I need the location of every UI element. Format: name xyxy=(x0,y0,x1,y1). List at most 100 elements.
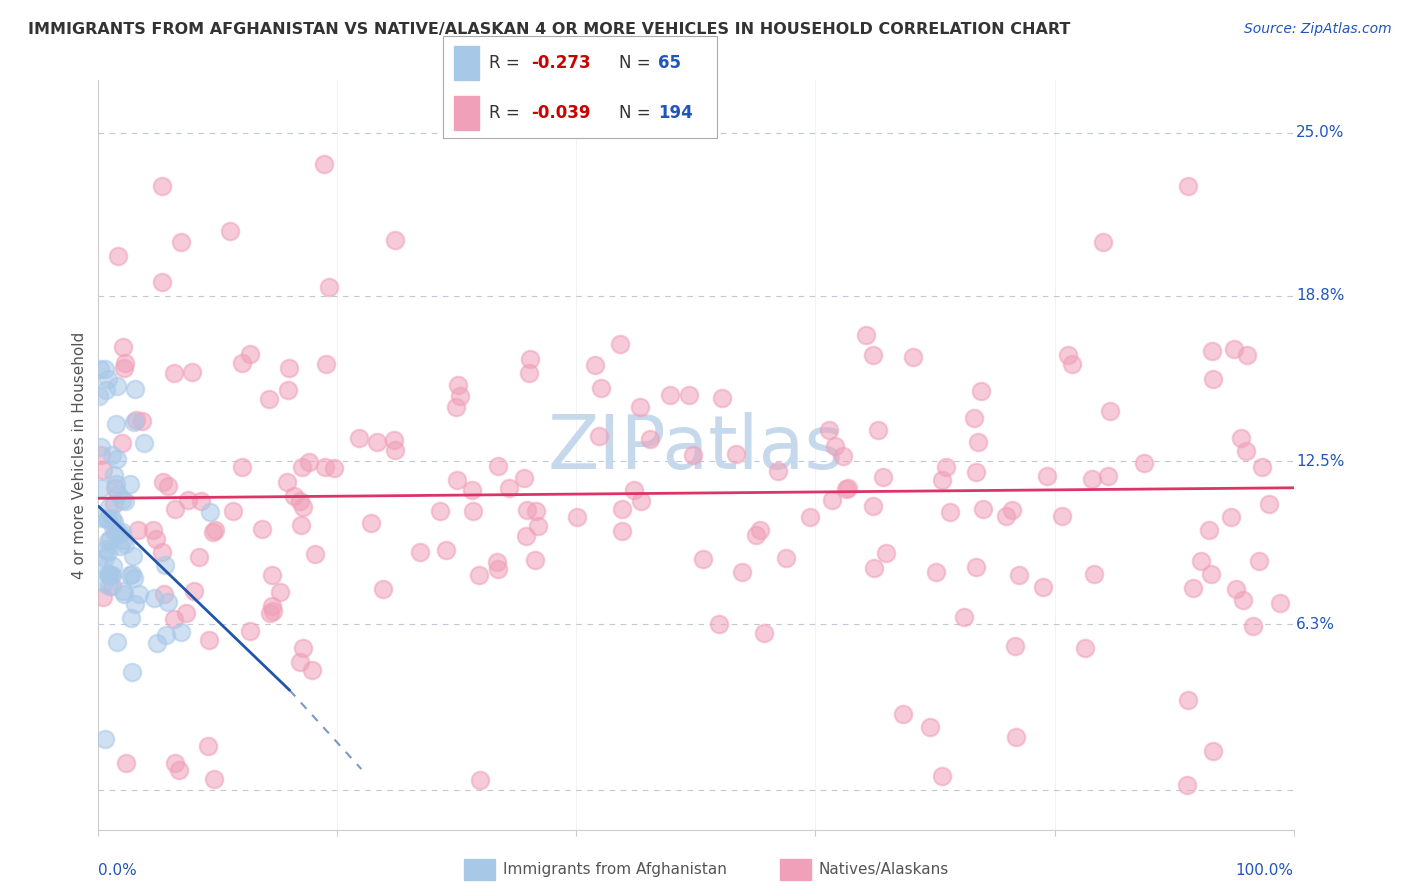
Point xyxy=(749,523,772,537)
Point xyxy=(163,367,186,381)
Point xyxy=(360,516,382,531)
Point xyxy=(260,567,283,582)
Point xyxy=(486,562,509,576)
Point xyxy=(170,235,193,249)
Point xyxy=(127,523,149,537)
Y-axis label: 4 or more Vehicles in Household: 4 or more Vehicles in Household xyxy=(72,331,87,579)
Point xyxy=(121,567,143,582)
Point xyxy=(157,595,180,609)
Point xyxy=(163,501,186,516)
Point xyxy=(1258,497,1281,511)
Point xyxy=(260,599,283,613)
Point xyxy=(91,511,114,525)
Point xyxy=(1133,456,1156,470)
Text: Natives/Alaskans: Natives/Alaskans xyxy=(818,863,949,877)
Point xyxy=(630,494,652,508)
Point xyxy=(163,756,186,770)
Point xyxy=(187,549,209,564)
Point xyxy=(114,494,136,508)
Point xyxy=(862,561,884,575)
Point xyxy=(901,350,924,364)
Point xyxy=(512,471,534,485)
Point xyxy=(110,436,132,450)
Point xyxy=(90,440,112,454)
Point xyxy=(153,558,176,572)
Point xyxy=(219,224,242,238)
Point xyxy=(315,357,337,371)
Point xyxy=(104,477,127,491)
Point xyxy=(204,523,226,537)
Point xyxy=(446,474,468,488)
Point xyxy=(98,532,121,546)
Point xyxy=(98,579,121,593)
Point xyxy=(111,525,134,540)
Point xyxy=(97,567,120,582)
Point xyxy=(965,465,987,479)
Point xyxy=(1081,472,1104,486)
Point xyxy=(1060,358,1083,372)
Point xyxy=(1241,618,1264,632)
Point xyxy=(1234,444,1257,458)
Point xyxy=(965,559,987,574)
Text: 25.0%: 25.0% xyxy=(1296,126,1344,140)
Point xyxy=(384,443,406,458)
Point xyxy=(1202,744,1225,758)
Point xyxy=(583,358,606,372)
Point xyxy=(1222,342,1244,356)
Point xyxy=(824,439,846,453)
Point xyxy=(1036,468,1059,483)
Point xyxy=(384,233,406,247)
Point xyxy=(222,504,245,518)
Point xyxy=(120,611,142,625)
Point xyxy=(97,567,120,582)
Point xyxy=(91,463,114,477)
Point xyxy=(156,479,179,493)
Point xyxy=(96,512,118,526)
Point xyxy=(150,178,173,193)
Point xyxy=(112,587,135,601)
Point xyxy=(155,627,177,641)
Point xyxy=(692,552,714,566)
Point xyxy=(108,539,131,553)
Point xyxy=(190,494,212,508)
Point xyxy=(120,477,142,491)
Point xyxy=(831,449,853,463)
Point xyxy=(150,545,173,559)
Point xyxy=(103,468,125,483)
Point xyxy=(204,772,226,786)
Point xyxy=(1198,523,1220,537)
Point xyxy=(112,340,135,354)
Point xyxy=(97,500,120,514)
Point xyxy=(276,475,298,489)
Point xyxy=(707,616,730,631)
Point xyxy=(1201,344,1223,359)
Point xyxy=(93,576,115,591)
Point xyxy=(1099,404,1122,418)
Point xyxy=(146,636,169,650)
Point xyxy=(143,591,166,606)
Point xyxy=(610,524,633,538)
Point xyxy=(304,548,326,562)
Point xyxy=(174,606,197,620)
Point xyxy=(108,527,131,541)
Point xyxy=(1189,553,1212,567)
Point xyxy=(486,555,509,569)
Point xyxy=(931,769,953,783)
Point xyxy=(347,431,370,445)
Point xyxy=(1032,580,1054,594)
Text: Source: ZipAtlas.com: Source: ZipAtlas.com xyxy=(1244,22,1392,37)
Point xyxy=(103,497,125,511)
Point xyxy=(150,275,173,289)
Point xyxy=(101,567,124,582)
Point xyxy=(181,365,204,379)
Point xyxy=(972,501,994,516)
Point xyxy=(97,512,120,526)
Point xyxy=(1004,639,1026,653)
Point xyxy=(94,362,117,376)
Point xyxy=(799,509,821,524)
Point xyxy=(111,533,134,548)
Point xyxy=(97,372,120,386)
Point xyxy=(516,503,538,517)
Point xyxy=(1056,349,1078,363)
Point xyxy=(935,460,957,475)
